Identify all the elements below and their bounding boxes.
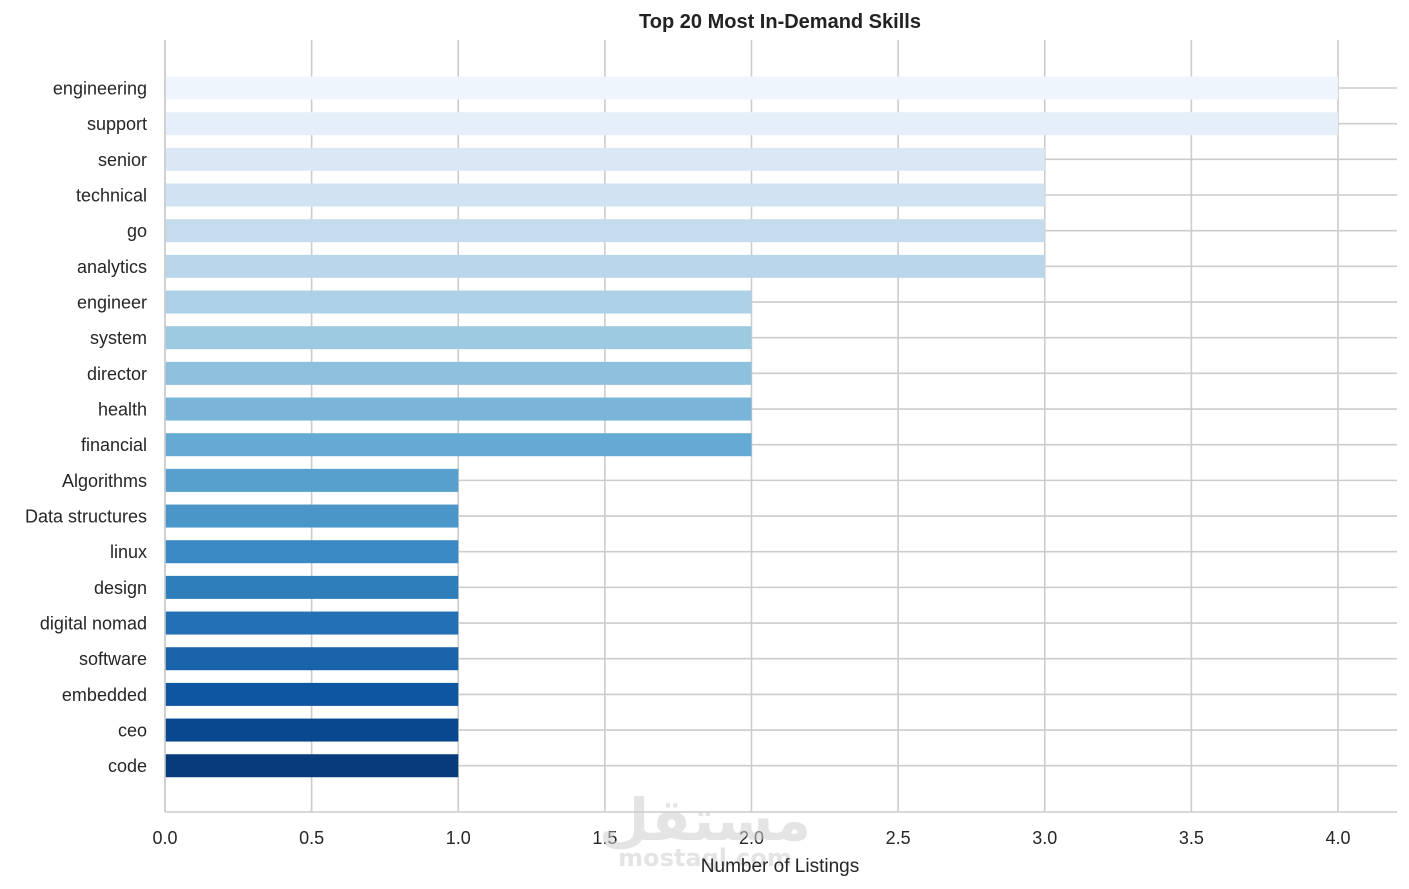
x-tick-label: 1.5 bbox=[592, 828, 617, 848]
category-label: software bbox=[79, 649, 147, 669]
x-tick-label: 0.5 bbox=[299, 828, 324, 848]
bar bbox=[165, 647, 459, 671]
bar bbox=[165, 290, 752, 314]
bar bbox=[165, 219, 1045, 243]
x-tick-label: 1.0 bbox=[446, 828, 471, 848]
x-tick-label: 2.5 bbox=[886, 828, 911, 848]
bar bbox=[165, 682, 459, 706]
x-tick-label: 3.0 bbox=[1032, 828, 1057, 848]
category-label: analytics bbox=[77, 257, 147, 277]
category-label: code bbox=[108, 756, 147, 776]
bar bbox=[165, 468, 459, 492]
category-label: digital nomad bbox=[40, 614, 147, 634]
watermark-site-text: mostaql.com bbox=[618, 844, 792, 872]
bar bbox=[165, 361, 752, 385]
bar bbox=[165, 183, 1045, 207]
x-axis-label: Number of Listings bbox=[701, 856, 859, 877]
category-label: support bbox=[87, 114, 147, 134]
bar bbox=[165, 718, 459, 742]
category-labels: engineering support senior technical go analy… bbox=[25, 79, 147, 777]
bar bbox=[165, 504, 459, 528]
category-label: Algorithms bbox=[62, 471, 147, 491]
bar bbox=[165, 112, 1338, 136]
bar bbox=[165, 754, 459, 778]
category-label: design bbox=[94, 578, 147, 598]
category-label: director bbox=[87, 364, 147, 384]
category-label: embedded bbox=[62, 685, 147, 705]
x-tick-label: 0.0 bbox=[152, 828, 177, 848]
bar bbox=[165, 254, 1045, 278]
bars bbox=[165, 76, 1338, 778]
watermark-logo-text: مستقل bbox=[599, 786, 811, 854]
category-label: engineering bbox=[53, 79, 147, 99]
category-label: ceo bbox=[118, 721, 147, 741]
category-label: linux bbox=[110, 542, 147, 562]
x-tick-label: 3.5 bbox=[1179, 828, 1204, 848]
bar bbox=[165, 326, 752, 350]
category-label: senior bbox=[98, 150, 147, 170]
bar bbox=[165, 76, 1338, 100]
category-label: engineer bbox=[77, 293, 147, 313]
category-label: technical bbox=[76, 186, 147, 206]
category-label: system bbox=[90, 328, 147, 348]
category-label: health bbox=[98, 400, 147, 420]
bar bbox=[165, 575, 459, 599]
bar bbox=[165, 147, 1045, 171]
category-label: financial bbox=[81, 435, 147, 455]
bar bbox=[165, 611, 459, 635]
bar bbox=[165, 433, 752, 457]
watermark-logo: مستقل mostaql.com bbox=[599, 786, 811, 872]
category-label: Data structures bbox=[25, 507, 147, 527]
x-tick-labels: 0.0 0.5 1.0 1.5 2.0 2.5 3.0 3.5 4.0 bbox=[152, 828, 1350, 848]
chart-title: Top 20 Most In-Demand Skills bbox=[639, 11, 921, 33]
category-label: go bbox=[127, 221, 147, 241]
bar bbox=[165, 540, 459, 564]
x-tick-label: 4.0 bbox=[1325, 828, 1350, 848]
bar bbox=[165, 397, 752, 421]
x-tick-label: 2.0 bbox=[739, 828, 764, 848]
